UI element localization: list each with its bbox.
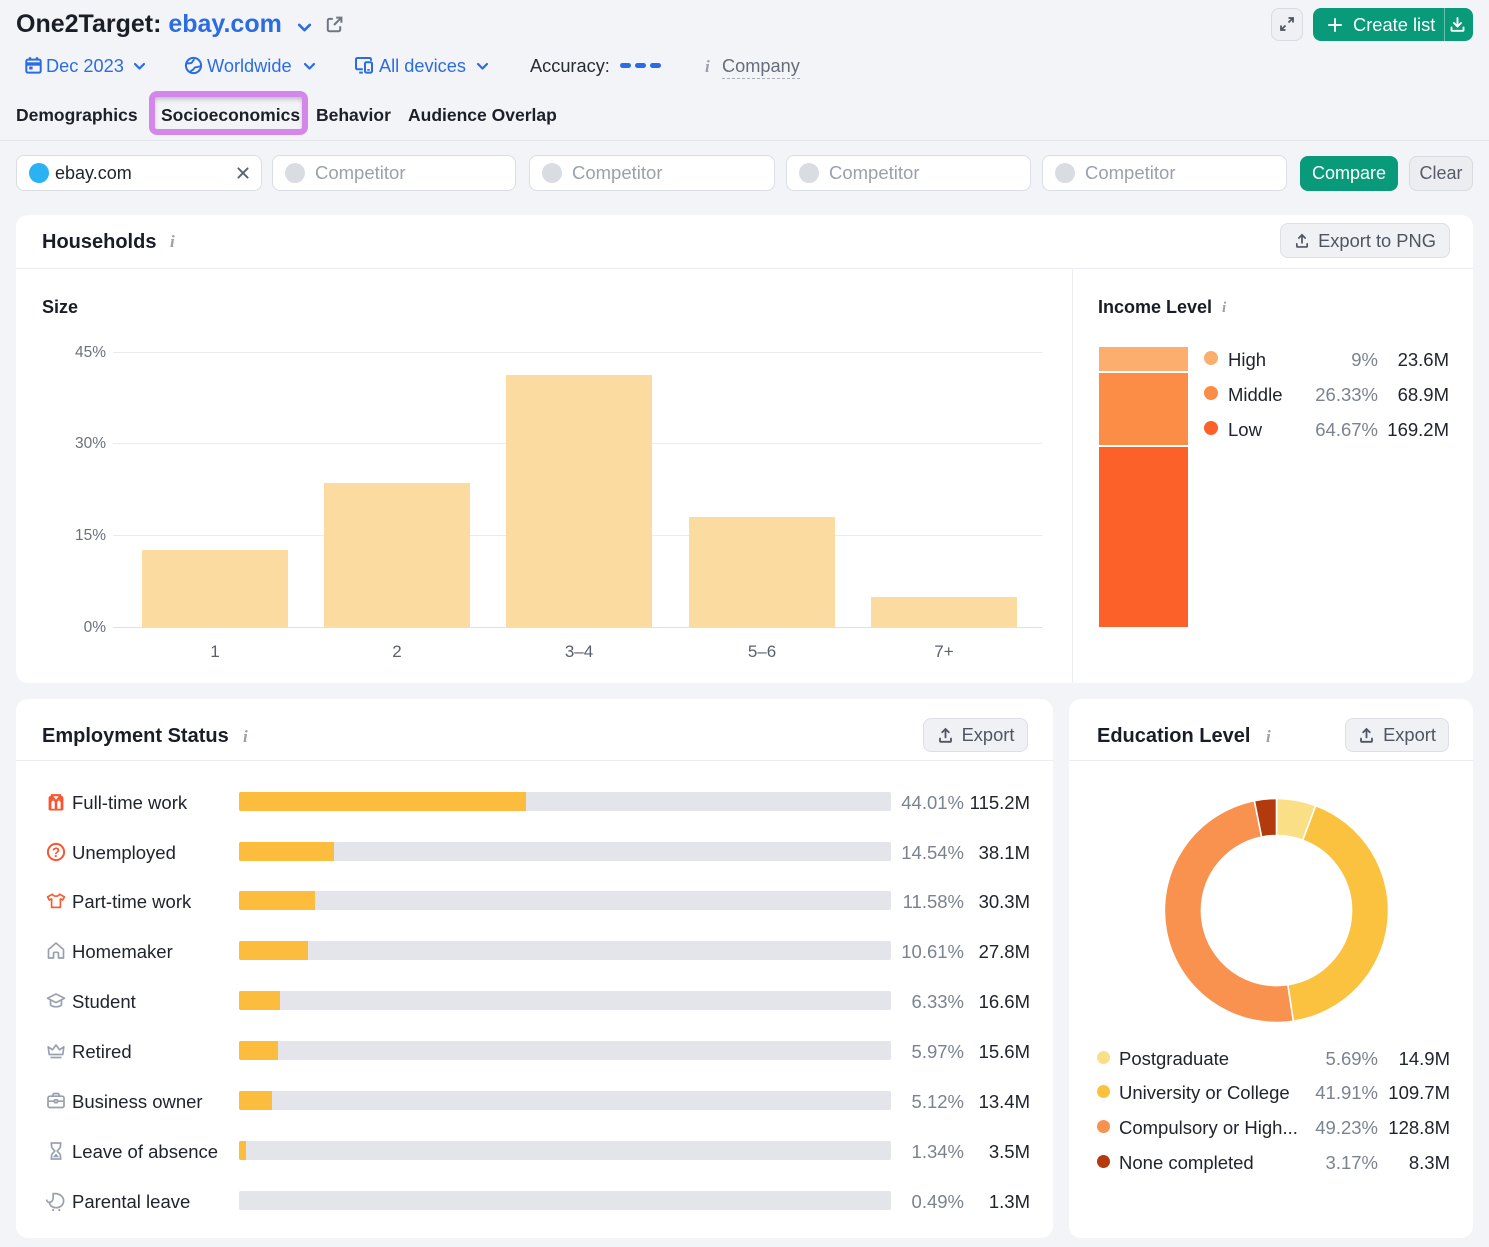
svg-text:?: ? <box>52 845 60 860</box>
